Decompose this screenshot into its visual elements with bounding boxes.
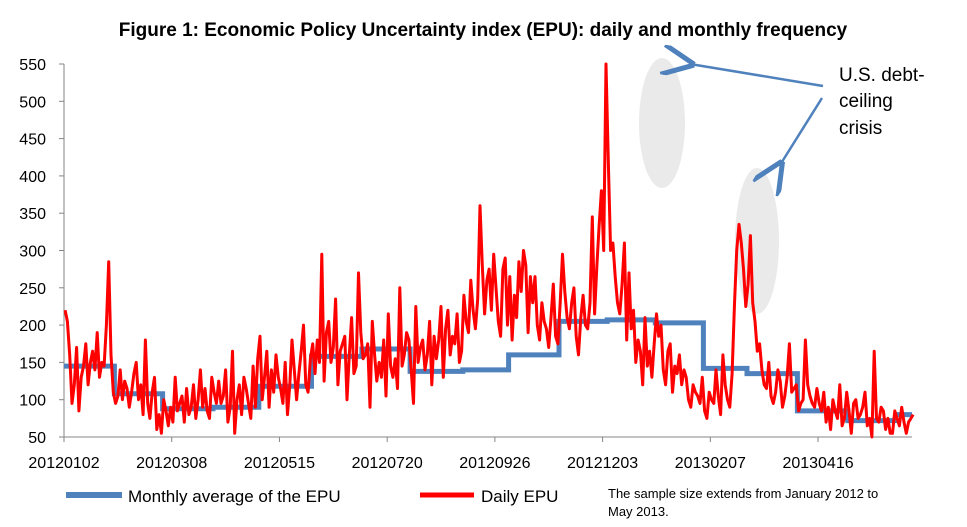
legend-label-daily: Daily EPU	[481, 487, 558, 506]
y-tick-label: 400	[19, 169, 46, 186]
x-tick-label: 20120102	[28, 455, 99, 472]
annotation-arrow-lower	[780, 97, 824, 165]
footnote-line-1: The sample size extends from January 201…	[608, 486, 878, 501]
x-axis: 20120102 20120308 20120515 20120720 20120926…	[28, 436, 912, 472]
debt-ceiling-annotation: U.S. debt- ceiling crisis	[690, 64, 925, 165]
x-tick-label: 20120926	[459, 455, 530, 472]
legend-label-monthly: Monthly average of the EPU	[128, 487, 341, 506]
y-axis: 50 100 150 200 250 300 350 400 450 500 550	[19, 57, 65, 447]
monthly-average-line	[64, 317, 912, 424]
footnote: The sample size extends from January 201…	[608, 486, 878, 519]
annotation-line-1: U.S. debt-	[839, 65, 925, 86]
series-monthly-average	[64, 317, 912, 424]
chart-title: Figure 1: Economic Policy Uncertainty in…	[119, 20, 848, 41]
y-tick-label: 350	[19, 206, 46, 223]
x-tick-label: 20120515	[244, 455, 315, 472]
legend: Monthly average of the EPU Daily EPU	[66, 487, 558, 506]
series-daily-epu	[63, 62, 915, 439]
y-tick-label: 550	[19, 57, 46, 74]
x-tick-label: 20120308	[136, 455, 207, 472]
x-tick-label: 20121203	[567, 455, 638, 472]
y-tick-label: 150	[19, 355, 46, 372]
annotation-line-3: crisis	[839, 118, 882, 139]
y-tick-label: 200	[19, 318, 46, 335]
x-tick-label: 20120720	[352, 455, 423, 472]
x-tick-label: 20130416	[782, 455, 853, 472]
footnote-line-2: May 2013.	[608, 504, 669, 519]
y-tick-label: 250	[19, 281, 46, 298]
debt-ceiling-highlights	[639, 58, 779, 314]
y-tick-label: 300	[19, 244, 46, 261]
highlight-ellipse-jan-2013	[639, 58, 685, 188]
y-tick-label: 500	[19, 94, 46, 111]
daily-epu-line	[63, 62, 915, 439]
annotation-line-2: ceiling	[839, 91, 893, 112]
y-tick-label: 100	[19, 393, 46, 410]
y-tick-label: 450	[19, 132, 46, 149]
x-tick-label: 20130207	[675, 455, 746, 472]
highlight-ellipse-mar-2013	[735, 168, 779, 314]
y-tick-label: 50	[28, 430, 46, 447]
annotation-arrow-upper	[690, 64, 824, 88]
